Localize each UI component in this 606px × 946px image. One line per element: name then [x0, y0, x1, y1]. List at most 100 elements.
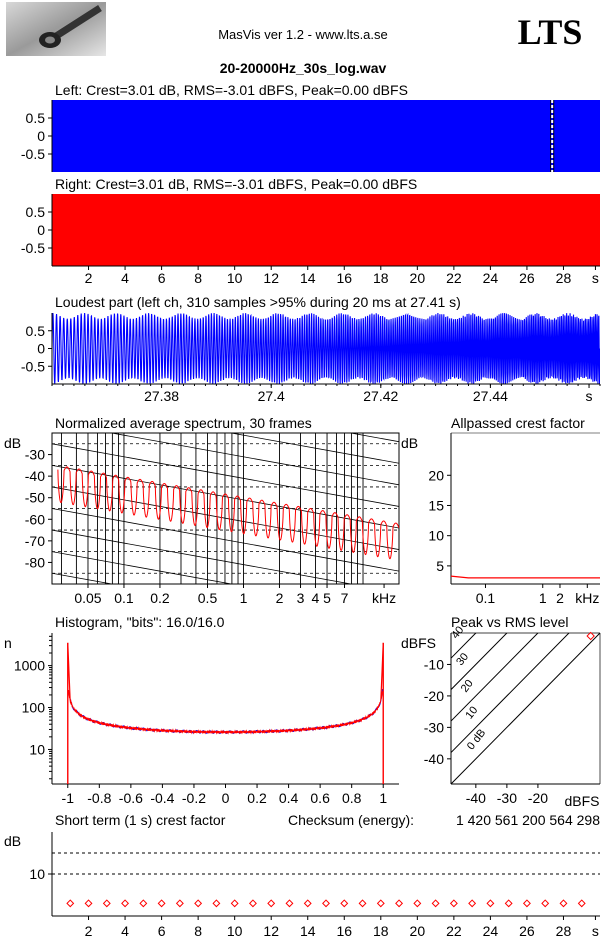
spectrum-xtick-label: 2 [276, 590, 284, 606]
right-waveform-xtick-label: 20 [410, 270, 426, 286]
histogram: 1000 100 10 -1 -0.8 -0.6 -0.4 -0.2 0 0.2 0.4 0.6 0.8… [14, 633, 399, 806]
left-waveform: 0.5 0 -0.5 [21, 100, 600, 172]
short-term-point [522, 899, 531, 908]
loudest-part-xtick-label: 27.44 [473, 388, 508, 404]
short-term-point [303, 899, 312, 908]
spectrum-xtick-label: 5 [323, 590, 331, 606]
peak-rms-crest-line [451, 633, 508, 690]
spectrum-xtick-label: 0.1 [114, 590, 134, 606]
loudest-part-ytick-label: 0 [37, 341, 45, 357]
left-channel-title: Left: Crest=3.01 dB, RMS=-3.01 dBFS, Pea… [55, 82, 408, 98]
short-term-xtick-label: 14 [300, 923, 316, 939]
short-term-point [358, 899, 367, 908]
right-waveform-xtick-label: 6 [158, 270, 166, 286]
spectrum-title: Normalized average spectrum, 30 frames [55, 415, 312, 431]
spectrum-diagonal [52, 443, 399, 507]
peak-rms-ylabel: dBFS [401, 635, 436, 651]
right-waveform-fill [52, 194, 600, 266]
short-term-xtick-label: 28 [556, 923, 572, 939]
spectrum-xtick-label: 0.5 [198, 590, 218, 606]
allpass-xtick-label: 1 [539, 590, 547, 606]
peak-rms-crest-lines [451, 633, 600, 784]
short-term-point [84, 899, 93, 908]
right-waveform-xtick-label: 4 [121, 270, 129, 286]
peak-rms: 0 dB 10 20 30 40 -10 -20 -30 -40 -40 -30 -20 [424, 624, 601, 806]
short-term-xtick-label: 10 [227, 923, 243, 939]
peak-rms-crest-label: 40 [449, 624, 466, 641]
spectrum-xtick-label: 0.05 [74, 590, 101, 606]
peak-rms-crest-line [451, 633, 570, 753]
left-waveform-ytick-label: 0.5 [26, 110, 46, 126]
histogram-ylabel: n [4, 635, 12, 651]
right-waveform-ytick-label: -0.5 [21, 240, 45, 256]
allpass-xtick-label: 2 [556, 590, 564, 606]
peak-rms-ytick-label: -10 [424, 656, 444, 672]
histogram-xtick-label: -1 [62, 790, 75, 806]
short-term-point [395, 899, 404, 908]
loudest-part-xtick-label: 27.42 [363, 388, 398, 404]
spectrum-xtick-label: 3 [297, 590, 305, 606]
short-term-point [413, 899, 422, 908]
right-waveform-xtick-label: 26 [519, 270, 535, 286]
short-term-xtick-label: 24 [483, 923, 499, 939]
short-term-ylabel: dB [4, 833, 21, 849]
short-term-point [267, 899, 276, 908]
right-waveform-xtick-label: 18 [373, 270, 389, 286]
app-logo [6, 2, 106, 56]
loudest-part-xtick-label: 27.4 [258, 388, 285, 404]
spectrum-xtick-label: 7 [341, 590, 349, 606]
short-term-point [577, 899, 586, 908]
histogram-ytick-label: 100 [22, 700, 46, 716]
allpass-title: Allpassed crest factor [451, 415, 585, 431]
spectrum-diagonal [229, 433, 399, 464]
short-term-point [285, 899, 294, 908]
spectrum-diagonal [52, 529, 354, 584]
allpass-ylabel: dB [401, 435, 418, 451]
peak-rms-crest-label: 20 [459, 678, 476, 695]
short-term-xtick-label: 20 [410, 923, 426, 939]
allpass-ytick-label: 5 [436, 558, 444, 574]
left-waveform-fill [52, 100, 600, 172]
histogram-xtick-label: 0.2 [247, 790, 267, 806]
spectrum-ytick-label: -80 [25, 554, 45, 570]
peak-rms-crest-line [451, 633, 600, 784]
right-waveform-ytick-label: 0.5 [26, 204, 46, 220]
peak-rms-title: Peak vs RMS level [451, 614, 568, 630]
short-term-point [468, 899, 477, 908]
left-waveform-ytick-label: 0 [37, 128, 45, 144]
peak-rms-crest-line [451, 633, 539, 722]
short-term-xtick-label: 16 [336, 923, 352, 939]
short-term-xtick-label: s [592, 923, 599, 939]
spectrum-ytick-label: -40 [25, 468, 45, 484]
peak-rms-xtick-label: -20 [528, 790, 548, 806]
peak-rms-ytick-label: -20 [424, 688, 444, 704]
loudest-part-ytick-label: 0.5 [26, 323, 46, 339]
allpass-xtick-label: kHz [575, 590, 599, 606]
short-term-point [139, 899, 148, 908]
spectrum-ytick-label: -30 [25, 447, 45, 463]
loudest-part-ytick-label: -0.5 [21, 358, 45, 374]
right-channel-title: Right: Crest=3.01 dB, RMS=-3.01 dBFS, Pe… [55, 176, 417, 192]
loudest-part-line [52, 312, 600, 385]
peak-rms-xlabel: dBFS [564, 793, 599, 809]
spectrum: -30 -40 -50 -60 -70 -80 0.05 0.1 0.2 0.5 1 2 3 4 5 7 kHz [25, 432, 400, 606]
spectrum-diagonal [52, 508, 399, 572]
short-term-point [322, 899, 330, 908]
histogram-ytick-label: 10 [29, 741, 45, 757]
histogram-xtick-label: 0 [222, 790, 230, 806]
spectrum-line [57, 466, 399, 560]
short-term-xtick-label: 18 [373, 923, 389, 939]
histogram-xtick-label: 0.6 [310, 790, 330, 806]
short-term-point [449, 899, 458, 908]
short-term-point [541, 899, 550, 908]
short-term-point [66, 899, 75, 908]
histogram-edge-curve [67, 642, 71, 701]
short-term-point [102, 899, 111, 908]
histogram-xtick-label: -0.2 [182, 790, 206, 806]
spectrum-diagonal [109, 433, 399, 486]
peak-rms-ytick-label: -30 [424, 719, 444, 735]
left-waveform-ytick-label: -0.5 [21, 146, 45, 162]
short-term-point [157, 899, 166, 908]
histogram-xtick-label: 0.4 [279, 790, 299, 806]
short-term-point [376, 899, 385, 908]
